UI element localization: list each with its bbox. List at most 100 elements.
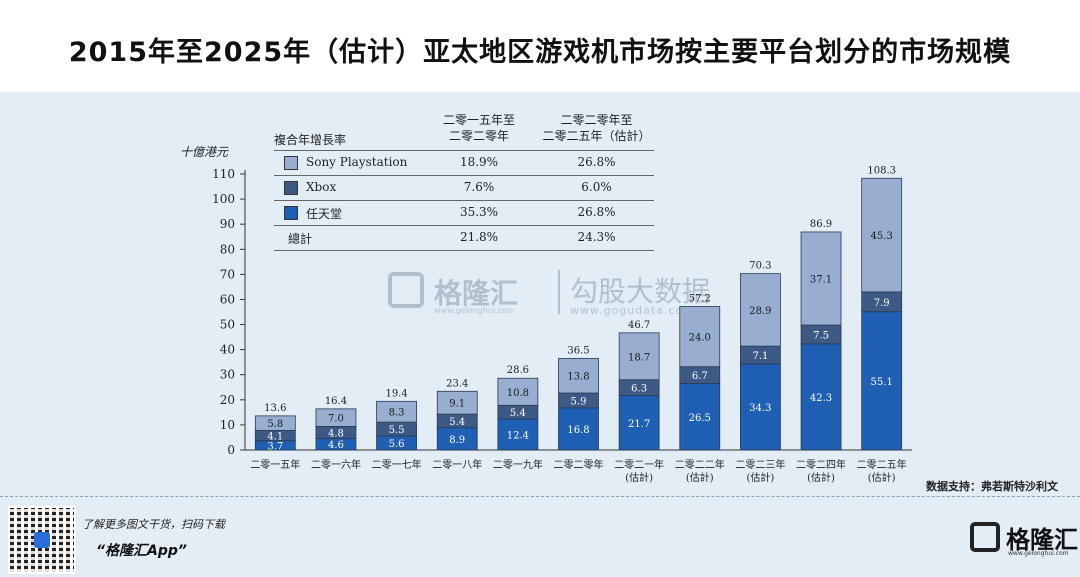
- y-tick-label: 30: [220, 368, 235, 382]
- total-label: 19.4: [385, 388, 407, 399]
- data-label: 8.3: [389, 408, 405, 419]
- x-tick-label: (估計): [868, 471, 896, 484]
- x-tick-label: 二零一五年: [250, 458, 300, 471]
- total-label: 28.6: [507, 365, 529, 376]
- data-label: 4.6: [328, 440, 344, 451]
- x-tick-label: 二零一七年: [372, 458, 422, 471]
- data-label: 13.8: [567, 372, 589, 383]
- bar-segment: [861, 177, 903, 293]
- total-label: 36.5: [567, 345, 589, 356]
- bar-segment: [558, 407, 599, 451]
- legend-col1-header-line2: 二零二零年: [448, 129, 509, 143]
- data-label: 16.8: [567, 425, 589, 436]
- data-label: 55.1: [871, 377, 893, 388]
- watermark-domain: www.gelonghui.com: [434, 306, 515, 315]
- legend-col1-header-line1: 二零一五年至: [442, 113, 515, 127]
- y-tick-label: 10: [220, 418, 235, 432]
- x-tick-label: 二零二零年: [554, 458, 604, 471]
- data-label: 10.8: [507, 388, 529, 399]
- legend-swatch-sony: [284, 156, 298, 170]
- data-source: 数据支持：弗若斯特沙利文: [926, 480, 1058, 493]
- title-bar: 2015年至2025年（估计）亚太地区游戏机市场按主要平台划分的市场规模: [0, 0, 1080, 92]
- legend-col1-header: 二零一五年至 二零二零年: [424, 112, 534, 144]
- bar-segment: [315, 408, 357, 427]
- bar-segment: [254, 415, 296, 431]
- legend-col2-header-line2: 二零二五年（估計）: [542, 129, 651, 143]
- x-tick-label: 二零一六年: [311, 458, 361, 471]
- legend-cagr1-xbox: 7.6%: [463, 180, 495, 194]
- bar-segment: [376, 400, 417, 423]
- legend-col2-header-line1: 二零二零年至: [560, 113, 633, 127]
- y-tick-label: 110: [212, 167, 235, 181]
- legend-cagr2-xbox: 6.0%: [581, 180, 612, 194]
- footer-prompt: 了解更多图文干货，扫码下载: [82, 518, 225, 531]
- legend-cagr1-nintendo: 35.3%: [459, 205, 499, 219]
- legend-swatch-xbox: [284, 181, 298, 195]
- legend-cagr2-nintendo: 26.8%: [577, 205, 616, 219]
- data-label: 6.7: [692, 371, 708, 382]
- legend-cagr1-total: 21.8%: [459, 230, 499, 244]
- legend-header-label: 複合年增長率: [274, 133, 347, 147]
- x-tick-label: 二零二五年: [857, 458, 907, 471]
- total-label: 16.4: [325, 396, 347, 407]
- watermark-divider: [558, 270, 560, 314]
- bar-segment: [800, 231, 842, 326]
- total-label: 108.3: [867, 165, 896, 176]
- bar-segment: [618, 332, 660, 381]
- legend-name-total: 總計: [288, 232, 313, 246]
- x-tick-label: 二零二四年: [796, 458, 846, 471]
- qr-code-icon[interactable]: [8, 506, 76, 574]
- total-label: 46.7: [628, 320, 650, 331]
- watermark-name2: 勾股大数据: [570, 275, 711, 308]
- page-title: 2015年至2025年（估计）亚太地区游戏机市场按主要平台划分的市场规模: [68, 37, 1012, 68]
- data-label: 5.8: [267, 419, 283, 430]
- legend-cagr2-total: 24.3%: [577, 230, 616, 244]
- data-label: 3.7: [267, 441, 283, 452]
- data-label: 4.8: [328, 428, 344, 439]
- x-tick-label: 二零二二年: [675, 458, 725, 471]
- brand-logo: 格隆汇 www.gelonghui.com: [970, 518, 1078, 558]
- data-label: 5.5: [389, 425, 405, 436]
- data-label: 9.1: [449, 399, 465, 410]
- bar-segment: [497, 418, 539, 451]
- bar-segment: [436, 390, 478, 415]
- x-tick-label: (估計): [807, 471, 835, 484]
- legend-row-sony: Sony Playstation 18.9% 26.8%: [274, 150, 654, 175]
- bar-segment: [618, 395, 660, 451]
- legend-table-header: 複合年增長率 二零一五年至 二零二零年 二零二零年至 二零二五年（估計）: [274, 112, 654, 150]
- footer: 了解更多图文干货，扫码下载 “格隆汇App” 格隆汇 www.gelonghui…: [0, 496, 1080, 577]
- x-tick-label: 二零一九年: [493, 458, 543, 471]
- data-label: 7.5: [813, 330, 829, 341]
- x-tick-label: 二零二三年: [735, 458, 785, 471]
- data-label: 24.0: [689, 333, 711, 344]
- data-label: 5.4: [449, 417, 465, 428]
- watermark-name: 格隆汇: [434, 277, 519, 310]
- bar-segment: [740, 363, 781, 451]
- data-label: 5.4: [510, 408, 526, 419]
- data-label: 42.3: [810, 393, 832, 404]
- y-tick-label: 70: [220, 267, 235, 281]
- bar-segment: [861, 311, 903, 451]
- data-label: 7.9: [874, 298, 890, 309]
- x-tick-label: (估計): [625, 471, 653, 484]
- x-tick-label: 二零一八年: [432, 458, 482, 471]
- y-tick-label: 100: [212, 192, 235, 206]
- x-tick-label: (估計): [747, 471, 775, 484]
- y-axis-unit-label: 十億港元: [180, 145, 229, 159]
- y-tick-label: 50: [220, 318, 235, 332]
- total-label: 57.2: [689, 293, 711, 304]
- y-tick-label: 40: [220, 343, 235, 357]
- legend-col2-header: 二零二零年至 二零二五年（估計）: [539, 112, 654, 144]
- data-label: 12.4: [507, 430, 529, 441]
- footer-app-name: “格隆汇App”: [96, 543, 187, 559]
- legend-cagr1-sony: 18.9%: [459, 155, 499, 169]
- legend-row-nintendo: 任天堂 35.3% 26.8%: [274, 200, 654, 225]
- data-label: 7.1: [752, 351, 768, 362]
- data-label: 4.1: [267, 432, 283, 443]
- bar-segment: [740, 273, 781, 347]
- legend-name-xbox: Xbox: [306, 180, 337, 194]
- y-tick-label: 60: [220, 292, 235, 306]
- total-label: 23.4: [446, 378, 468, 389]
- data-label: 28.9: [749, 306, 771, 317]
- data-label: 34.3: [749, 403, 771, 414]
